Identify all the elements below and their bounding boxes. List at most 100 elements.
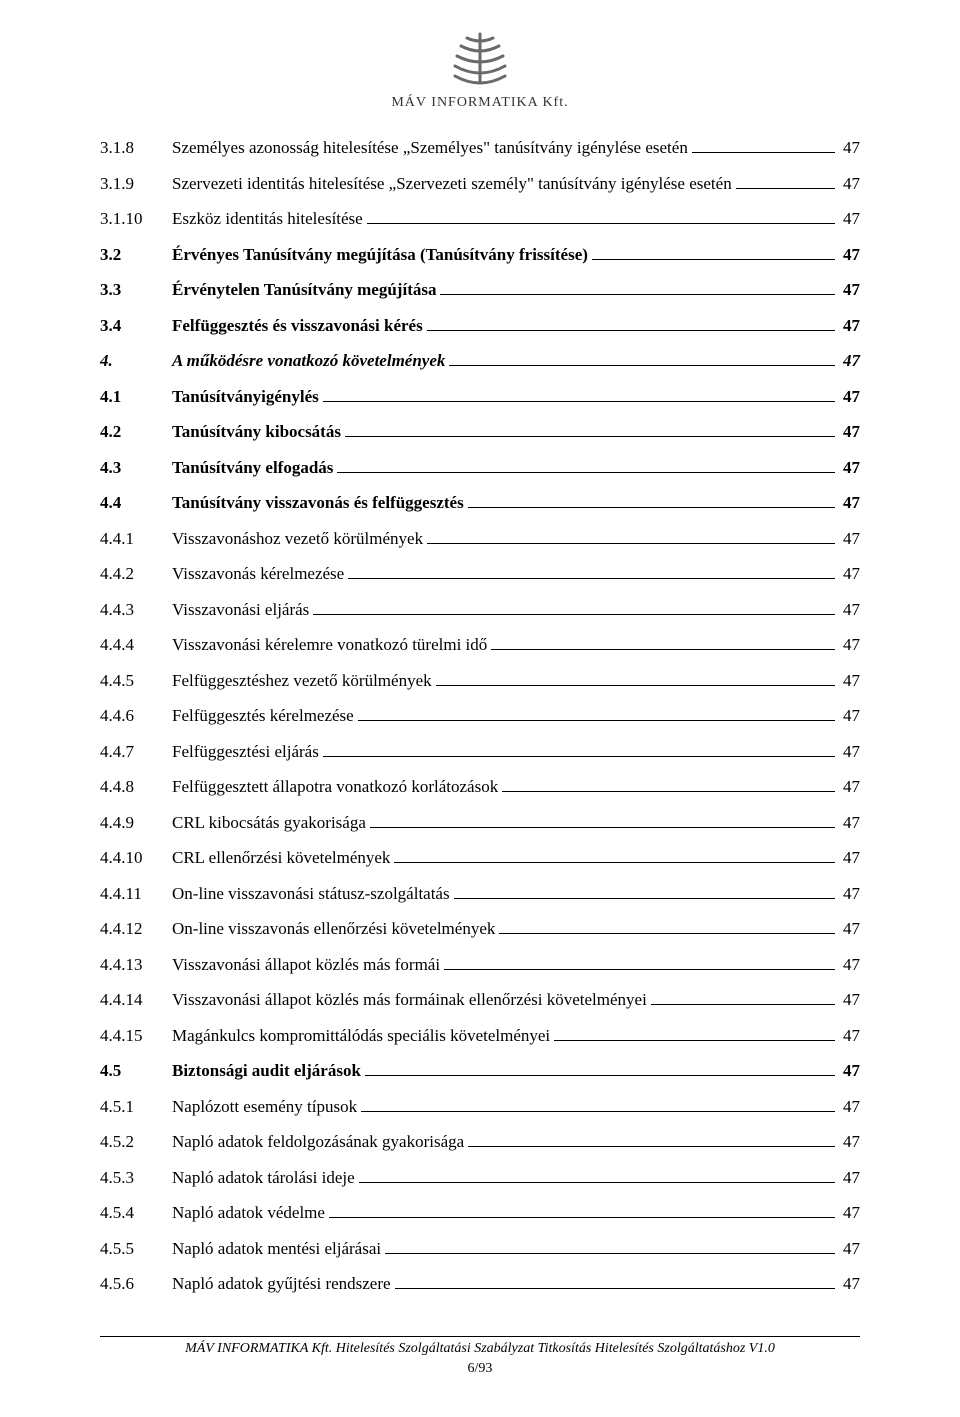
- toc-title: Napló adatok védelme: [172, 1200, 325, 1226]
- toc-leader-line: [444, 969, 835, 970]
- toc-leader-line: [394, 862, 835, 863]
- toc-entry: 4.1Tanúsítványigénylés47: [100, 384, 860, 410]
- document-page: MÁV INFORMATIKA Kft. 3.1.8Személyes azon…: [0, 0, 960, 1417]
- toc-title: Napló adatok mentési eljárásai: [172, 1236, 381, 1262]
- toc-title: Visszavonási kérelemre vonatkozó türelmi…: [172, 632, 487, 658]
- toc-leader-line: [692, 152, 835, 153]
- toc-entry: 4.4.5Felfüggesztéshez vezető körülmények…: [100, 668, 860, 694]
- toc-entry: 4.2Tanúsítvány kibocsátás47: [100, 419, 860, 445]
- toc-page-number: 47: [839, 206, 860, 232]
- toc-page-number: 47: [839, 490, 860, 516]
- toc-entry: 4.4.15Magánkulcs kompromittálódás speciá…: [100, 1023, 860, 1049]
- toc-entry: 3.2Érvényes Tanúsítvány megújítása (Tanú…: [100, 242, 860, 268]
- toc-leader-line: [358, 720, 835, 721]
- toc-leader-line: [736, 188, 835, 189]
- toc-page-number: 47: [839, 561, 860, 587]
- toc-page-number: 47: [839, 242, 860, 268]
- toc-leader-line: [499, 933, 835, 934]
- toc-number: 4.4.3: [100, 597, 172, 623]
- toc-number: 4.4: [100, 490, 172, 516]
- toc-number: 4.4.6: [100, 703, 172, 729]
- toc-leader-line: [359, 1182, 835, 1183]
- toc-number: 4.4.10: [100, 845, 172, 871]
- toc-leader-line: [427, 330, 835, 331]
- toc-page-number: 47: [839, 739, 860, 765]
- toc-page-number: 47: [839, 313, 860, 339]
- toc-page-number: 47: [839, 774, 860, 800]
- toc-entry: 4.5Biztonsági audit eljárások47: [100, 1058, 860, 1084]
- toc-page-number: 47: [839, 668, 860, 694]
- toc-title: Felfüggesztéshez vezető körülmények: [172, 668, 432, 694]
- toc-title: Tanúsítványigénylés: [172, 384, 319, 410]
- toc-leader-line: [502, 791, 835, 792]
- toc-number: 3.1.10: [100, 206, 172, 232]
- toc-title: CRL ellenőrzési követelmények: [172, 845, 390, 871]
- toc-title: Visszavonási állapot közlés más formáina…: [172, 987, 647, 1013]
- toc-page-number: 47: [839, 597, 860, 623]
- toc-leader-line: [491, 649, 835, 650]
- toc-entry: 4.4.8Felfüggesztett állapotra vonatkozó …: [100, 774, 860, 800]
- toc-page-number: 47: [839, 1058, 860, 1084]
- toc-page-number: 47: [839, 1129, 860, 1155]
- toc-number: 3.1.8: [100, 135, 172, 161]
- toc-entry: 3.1.10Eszköz identitás hitelesítése 47: [100, 206, 860, 232]
- toc-title: Naplózott esemény típusok: [172, 1094, 357, 1120]
- toc-leader-line: [449, 365, 835, 366]
- toc-number: 3.2: [100, 242, 172, 268]
- toc-number: 4.4.9: [100, 810, 172, 836]
- toc-number: 3.3: [100, 277, 172, 303]
- toc-number: 4.4.11: [100, 881, 172, 907]
- toc-page-number: 47: [839, 810, 860, 836]
- toc-entry: 3.1.8Személyes azonosság hitelesítése „S…: [100, 135, 860, 161]
- toc-leader-line: [329, 1217, 835, 1218]
- toc-page-number: 47: [839, 135, 860, 161]
- toc-entry: 4.5.2Napló adatok feldolgozásának gyakor…: [100, 1129, 860, 1155]
- table-of-contents: 3.1.8Személyes azonosság hitelesítése „S…: [100, 135, 860, 1297]
- toc-number: 4.4.7: [100, 739, 172, 765]
- toc-number: 4.5.6: [100, 1271, 172, 1297]
- toc-number: 4.5.5: [100, 1236, 172, 1262]
- toc-title: Tanúsítvány visszavonás és felfüggesztés: [172, 490, 464, 516]
- toc-leader-line: [427, 543, 835, 544]
- company-name: MÁV INFORMATIKA Kft.: [100, 95, 860, 111]
- toc-page-number: 47: [839, 987, 860, 1013]
- toc-leader-line: [592, 259, 835, 260]
- toc-title: Tanúsítvány kibocsátás: [172, 419, 341, 445]
- toc-title: A működésre vonatkozó követelmények: [172, 348, 445, 374]
- toc-title: Felfüggesztési eljárás: [172, 739, 319, 765]
- toc-title: Napló adatok tárolási ideje: [172, 1165, 355, 1191]
- toc-title: Eszköz identitás hitelesítése: [172, 206, 363, 232]
- toc-entry: 4.4.9CRL kibocsátás gyakorisága47: [100, 810, 860, 836]
- toc-title: Érvényes Tanúsítvány megújítása (Tanúsít…: [172, 242, 588, 268]
- toc-page-number: 47: [839, 952, 860, 978]
- toc-entry: 4.4.3Visszavonási eljárás47: [100, 597, 860, 623]
- toc-title: Napló adatok feldolgozásának gyakorisága: [172, 1129, 464, 1155]
- toc-entry: 3.3Érvénytelen Tanúsítvány megújítása 47: [100, 277, 860, 303]
- toc-title: Visszavonás kérelmezése: [172, 561, 344, 587]
- toc-entry: 4.3Tanúsítvány elfogadás47: [100, 455, 860, 481]
- toc-number: 4.4.14: [100, 987, 172, 1013]
- toc-leader-line: [454, 898, 835, 899]
- toc-number: 4.4.4: [100, 632, 172, 658]
- toc-title: Tanúsítvány elfogadás: [172, 455, 333, 481]
- toc-page-number: 47: [839, 1023, 860, 1049]
- toc-entry: 4.4.10CRL ellenőrzési követelmények47: [100, 845, 860, 871]
- toc-page-number: 47: [839, 455, 860, 481]
- toc-leader-line: [345, 436, 835, 437]
- footer-page-number: 6/93: [100, 1361, 860, 1377]
- toc-number: 3.1.9: [100, 171, 172, 197]
- toc-leader-line: [367, 223, 835, 224]
- toc-leader-line: [370, 827, 835, 828]
- toc-leader-line: [385, 1253, 835, 1254]
- toc-page-number: 47: [839, 632, 860, 658]
- toc-leader-line: [313, 614, 835, 615]
- toc-leader-line: [468, 507, 835, 508]
- toc-page-number: 47: [839, 1271, 860, 1297]
- toc-number: 4.4.1: [100, 526, 172, 552]
- toc-page-number: 47: [839, 277, 860, 303]
- toc-leader-line: [348, 578, 835, 579]
- toc-entry: 4.4.1Visszavonáshoz vezető körülmények47: [100, 526, 860, 552]
- toc-number: 4.4.5: [100, 668, 172, 694]
- toc-title: Érvénytelen Tanúsítvány megújítása: [172, 277, 436, 303]
- toc-entry: 4.A működésre vonatkozó követelmények47: [100, 348, 860, 374]
